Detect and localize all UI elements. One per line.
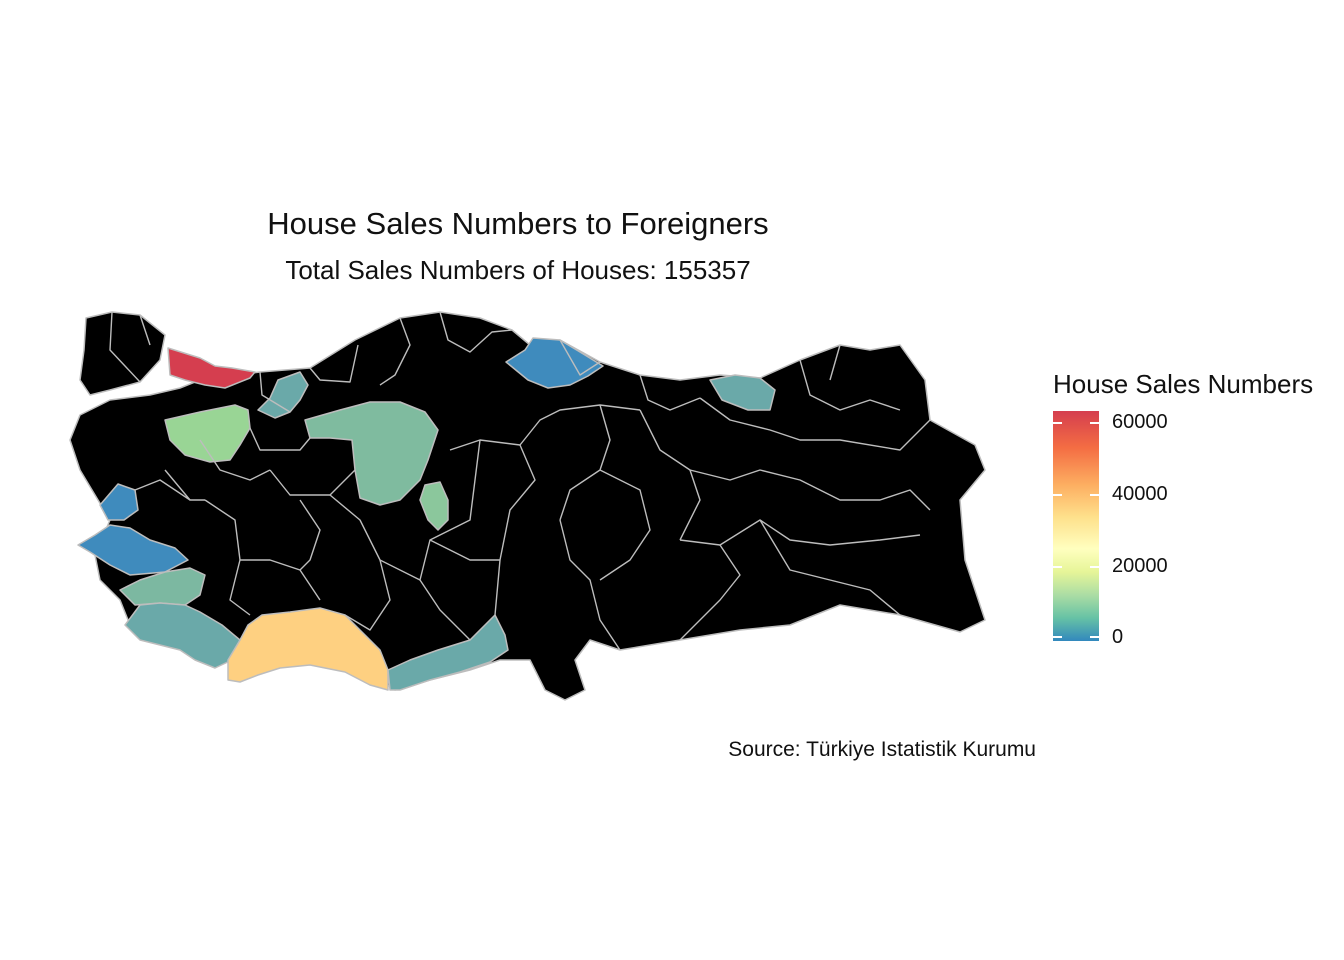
legend-colorbar	[1053, 411, 1099, 641]
legend-tick-mark	[1090, 422, 1099, 424]
region-istanbul	[167, 347, 256, 389]
province-borders	[109, 311, 931, 651]
region-kirikkale	[419, 481, 449, 531]
legend-label-20000: 20000	[1112, 555, 1168, 577]
legend-label-60000: 60000	[1112, 411, 1168, 433]
legend-label-40000: 40000	[1112, 483, 1168, 505]
thrace-region	[79, 311, 166, 396]
legend-tick-mark	[1090, 494, 1099, 496]
map-caption: Source: Türkiye Istatistik Kurumu	[728, 738, 1036, 761]
region-sakarya-kocaeli	[257, 371, 309, 419]
legend-tick-mark	[1090, 636, 1099, 638]
map-title: House Sales Numbers to Foreigners	[267, 206, 769, 241]
legend-tick-mark	[1053, 422, 1062, 424]
map-subtitle: Total Sales Numbers of Houses: 155357	[285, 255, 751, 285]
legend-title: House Sales Numbers	[1053, 369, 1314, 399]
region-mersin	[387, 614, 509, 691]
region-izmir	[77, 524, 189, 576]
legend-tick-mark	[1053, 636, 1062, 638]
region-samsun	[505, 337, 604, 389]
region-trabzon	[709, 374, 776, 411]
legend-tick-mark	[1090, 566, 1099, 568]
region-balikesir	[99, 483, 139, 521]
legend-label-0: 0	[1112, 626, 1124, 648]
region-bursa	[164, 404, 251, 463]
region-ankara	[304, 401, 439, 506]
legend-tick-mark	[1053, 566, 1062, 568]
legend-tick-mark	[1053, 494, 1062, 496]
